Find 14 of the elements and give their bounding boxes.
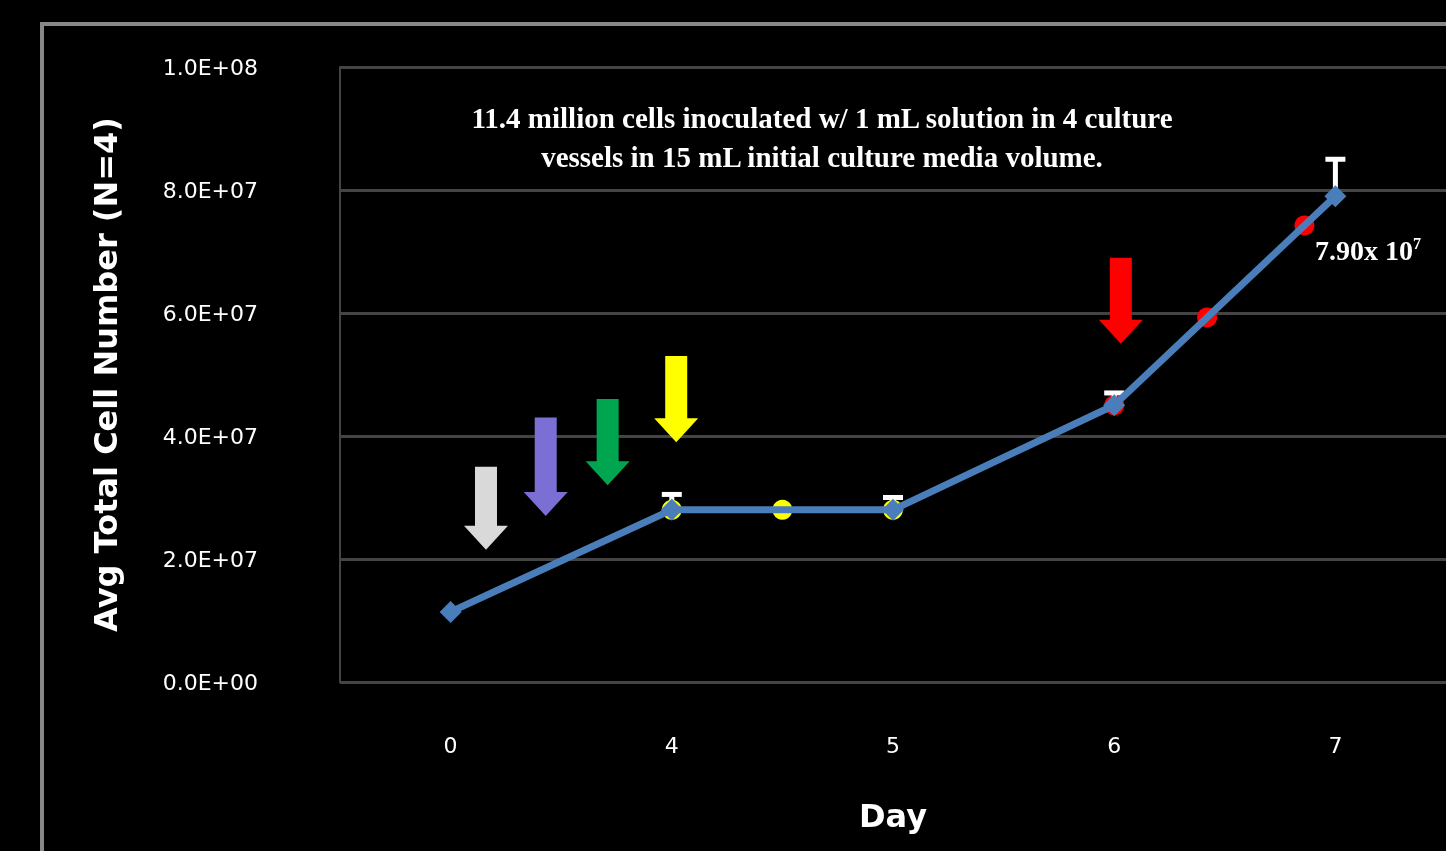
annotation: 11.4 million cells inoculated w/ 1 mL solution in 4 culture vessels in 15 mL initial culture media volume.: [471, 101, 1173, 173]
x-axis-title: Day: [858, 797, 928, 835]
y-tick-label: 0.0E+00: [162, 669, 258, 695]
x-tick-label: 0: [443, 732, 458, 758]
y-tick-label: 8.0E+07: [162, 177, 258, 203]
x-tick-label: 4: [664, 732, 679, 758]
y-tick-label: 4.0E+07: [162, 423, 258, 449]
x-tick-label: 7: [1328, 732, 1343, 758]
x-tick-label: 6: [1107, 732, 1122, 758]
y-axis-title: Avg Total Cell Number (N=4): [87, 117, 125, 632]
y-tick-label: 6.0E+07: [162, 300, 258, 326]
x-tick-label: 5: [886, 732, 900, 758]
y-tick-label: 2.0E+07: [162, 546, 258, 572]
y-tick-label: 1.0E+08: [162, 54, 258, 80]
